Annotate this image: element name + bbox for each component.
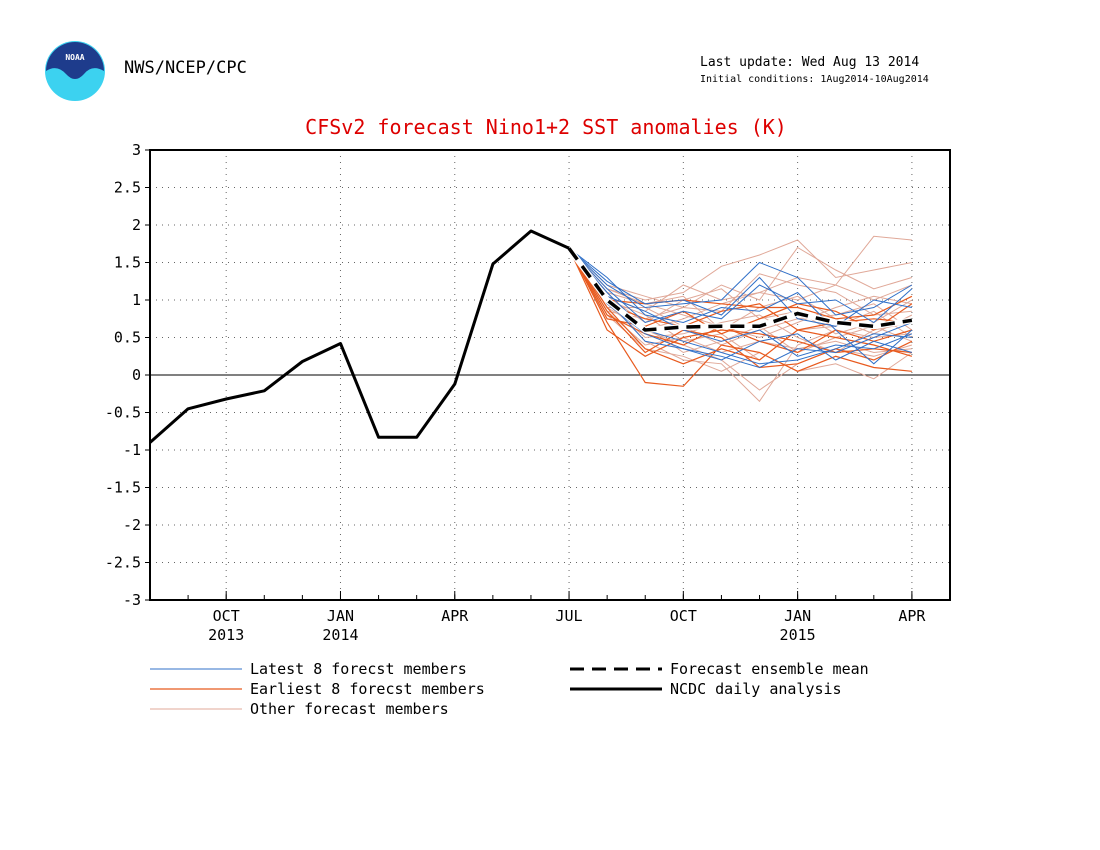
chart-title: CFSv2 forecast Nino1+2 SST anomalies (K) (305, 115, 787, 139)
last-update-label: Last update: Wed Aug 13 2014 (700, 55, 920, 70)
initial-conditions-label: Initial conditions: 1Aug2014-10Aug2014 (700, 74, 929, 85)
legend-label-earliest: Earliest 8 forecst members (250, 680, 485, 698)
other-member-line (568, 248, 913, 361)
y-tick-label: 1.5 (114, 254, 141, 272)
ensemble-mean-line (567, 247, 913, 332)
x-tick-year: 2015 (780, 626, 816, 644)
y-tick-label: -2.5 (105, 554, 141, 572)
legend: Latest 8 forecst members Earliest 8 forec… (150, 660, 869, 718)
earliest-member-line (568, 247, 913, 369)
x-tick-year: 2014 (322, 626, 358, 644)
y-tick-label: 1 (132, 291, 141, 309)
x-tick-label: APR (898, 607, 926, 625)
noaa-logo: NOAA (44, 40, 106, 102)
y-tick-label: 3 (132, 141, 141, 159)
y-axis: 3 2.5 2 1.5 1 0.5 0 -0.5 -1 -1.5 -2 -2.5 -3 (105, 141, 150, 609)
agency-label: NWS/NCEP/CPC (124, 58, 247, 78)
y-tick-label: -3 (123, 591, 141, 609)
earliest-member-line (568, 248, 913, 354)
x-tick-label: JUL (556, 607, 583, 625)
forecast-members (568, 235, 913, 403)
other-member-line (568, 239, 912, 301)
y-tick-label: -2 (123, 516, 141, 534)
x-tick-year: 2013 (208, 626, 244, 644)
noaa-logo-text: NOAA (65, 53, 84, 62)
y-tick-label: 0.5 (114, 329, 141, 347)
latest-member-line (568, 248, 913, 369)
y-tick-label: 2.5 (114, 179, 141, 197)
analysis-line (149, 229, 570, 444)
x-tick-label: APR (441, 607, 469, 625)
latest-member-line (568, 247, 913, 324)
earliest-member-line (568, 248, 912, 387)
other-member-line (568, 247, 912, 316)
main-series (149, 229, 913, 444)
y-tick-label: 2 (132, 216, 141, 234)
y-tick-label: 0 (132, 366, 141, 384)
y-tick-label: -1.5 (105, 479, 141, 497)
latest-member-line (568, 247, 912, 327)
noaa-logo-bird (46, 42, 104, 79)
earliest-member-line (568, 247, 913, 320)
y-tick-label: -1 (123, 441, 141, 459)
x-tick-label: OCT (213, 607, 240, 625)
other-member-line (568, 247, 913, 335)
grid (150, 150, 950, 600)
legend-label-other: Other forecast members (250, 700, 449, 718)
x-tick-label: JAN (784, 607, 811, 625)
latest-member-line (568, 247, 913, 357)
legend-label-latest: Latest 8 forecst members (250, 660, 467, 678)
x-tick-label: OCT (670, 607, 697, 625)
x-tick-label: JAN (327, 607, 354, 625)
legend-label-analysis: NCDC daily analysis (670, 680, 842, 698)
legend-label-mean: Forecast ensemble mean (670, 660, 869, 678)
y-tick-label: -0.5 (105, 404, 141, 422)
